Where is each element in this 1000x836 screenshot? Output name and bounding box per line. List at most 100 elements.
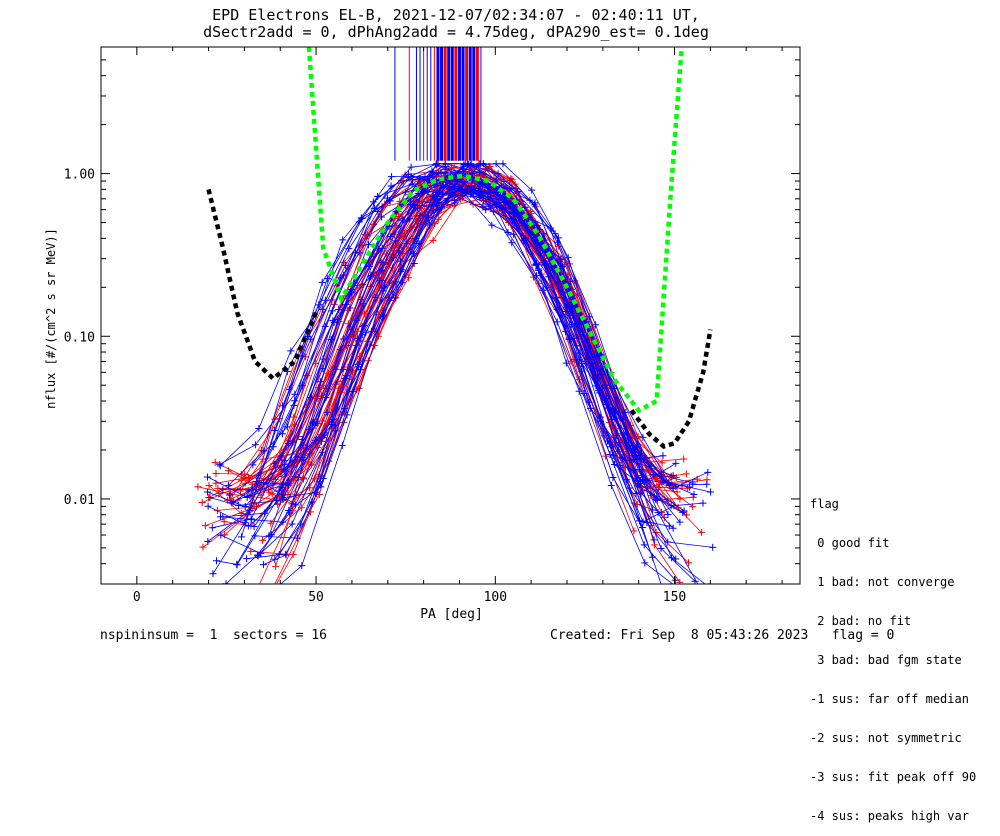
x-axis-label: PA [deg] xyxy=(420,607,483,622)
flux-point-blue xyxy=(508,185,516,193)
flux-point-blue xyxy=(204,537,212,545)
flux-point-blue xyxy=(500,195,508,203)
flux-point-blue xyxy=(407,163,415,171)
flux-point-blue xyxy=(346,323,354,331)
flux-point-blue xyxy=(354,360,362,368)
flux-point-blue xyxy=(234,502,242,510)
flux-point-blue xyxy=(564,254,572,262)
flux-point-blue xyxy=(680,507,688,515)
flux-point-blue xyxy=(278,430,286,438)
flux-line-blue xyxy=(272,175,643,528)
flux-line-blue xyxy=(219,184,637,479)
flux-point-red xyxy=(214,484,222,492)
flux-point-blue xyxy=(271,555,279,563)
flux-point-blue xyxy=(343,411,351,419)
flux-point-red xyxy=(201,522,209,530)
flux-point-blue xyxy=(271,426,279,434)
flux-point-blue xyxy=(243,555,251,563)
flux-point-blue xyxy=(346,304,354,312)
x-tick-label: 50 xyxy=(308,590,324,605)
flux-point-blue xyxy=(388,173,396,181)
flux-point-blue xyxy=(488,221,496,229)
flux-point-blue xyxy=(494,170,502,178)
flux-point-blue xyxy=(287,347,295,355)
flux-point-red xyxy=(311,475,319,483)
flux-point-blue xyxy=(249,461,257,469)
fit-curve-black xyxy=(206,188,319,382)
flux-point-blue xyxy=(709,543,717,551)
legend-item: -4 sus: peaks high var xyxy=(810,809,969,823)
flux-line-red xyxy=(275,166,663,481)
flux-point-blue xyxy=(247,516,255,524)
flux-point-blue xyxy=(397,267,405,275)
flux-point-blue xyxy=(339,236,347,244)
flux-point-blue xyxy=(492,198,500,206)
flux-point-blue xyxy=(429,192,437,200)
flux-point-blue xyxy=(696,585,703,592)
legend-item: 0 good fit xyxy=(810,536,890,550)
flux-point-blue xyxy=(592,321,600,329)
flux-point-blue xyxy=(528,186,536,194)
flux-point-blue xyxy=(282,551,290,559)
flux-point-blue xyxy=(357,214,365,222)
flux-point-blue xyxy=(216,513,224,521)
chart-title-line2: dSectr2add = 0, dPhAng2add = 4.75deg, dP… xyxy=(203,23,709,41)
flux-point-blue xyxy=(374,207,382,215)
flux-point-blue xyxy=(354,335,362,343)
flux-line-blue xyxy=(263,188,706,584)
flux-point-blue xyxy=(260,509,268,517)
flux-point-blue xyxy=(225,491,233,499)
flux-point-red xyxy=(335,384,343,392)
flux-point-red xyxy=(253,587,260,594)
flux-point-blue xyxy=(339,366,347,374)
flux-point-blue xyxy=(319,305,327,313)
flux-point-blue xyxy=(317,483,325,491)
flux-point-blue xyxy=(609,474,617,482)
flux-point-red xyxy=(205,481,213,489)
flux-point-blue xyxy=(641,559,649,567)
flux-point-blue xyxy=(279,402,287,410)
flux-line-blue xyxy=(254,193,658,539)
flux-point-red xyxy=(212,470,220,478)
flux-point-red xyxy=(658,459,666,467)
flux-point-blue xyxy=(672,459,680,467)
flux-point-blue xyxy=(213,557,221,565)
legend-item: 3 bad: bad fgm state xyxy=(810,653,962,667)
flux-line-blue xyxy=(222,171,708,490)
legend-title: flag xyxy=(810,497,839,511)
flux-point-red xyxy=(429,236,437,244)
flux-point-red xyxy=(405,274,413,282)
flux-point-blue xyxy=(404,173,412,181)
flux-point-blue xyxy=(533,272,541,280)
flux-point-blue xyxy=(321,431,329,439)
flux-point-blue xyxy=(387,182,395,190)
flux-point-blue xyxy=(241,502,249,510)
flux-point-blue xyxy=(510,216,518,224)
flux-point-blue xyxy=(607,482,615,490)
y-tick-label: 0.01 xyxy=(64,493,95,508)
flux-point-red xyxy=(290,413,298,421)
flux-point-red xyxy=(676,578,684,584)
flux-point-blue xyxy=(630,466,638,474)
flux-point-blue xyxy=(451,196,459,204)
flux-point-blue xyxy=(492,160,500,168)
flux-point-blue xyxy=(410,260,418,268)
flux-point-blue xyxy=(251,441,259,449)
flux-point-blue xyxy=(504,229,512,237)
flux-point-blue xyxy=(496,191,504,199)
flux-point-blue xyxy=(219,486,227,494)
flux-point-blue xyxy=(664,511,672,519)
legend-item: 1 bad: not converge xyxy=(810,575,955,589)
flux-point-blue xyxy=(203,593,210,600)
flux-point-blue xyxy=(216,462,224,470)
flux-point-blue xyxy=(233,586,240,593)
flux-point-blue xyxy=(356,249,364,257)
flux-point-blue xyxy=(279,518,287,526)
flux-point-blue xyxy=(319,365,327,373)
flux-point-blue xyxy=(492,176,500,184)
flux-point-blue xyxy=(438,204,446,212)
x-tick-label: 150 xyxy=(663,590,686,605)
flux-point-blue xyxy=(499,160,507,168)
flux-point-blue xyxy=(676,518,684,526)
flux-point-blue xyxy=(250,523,258,531)
